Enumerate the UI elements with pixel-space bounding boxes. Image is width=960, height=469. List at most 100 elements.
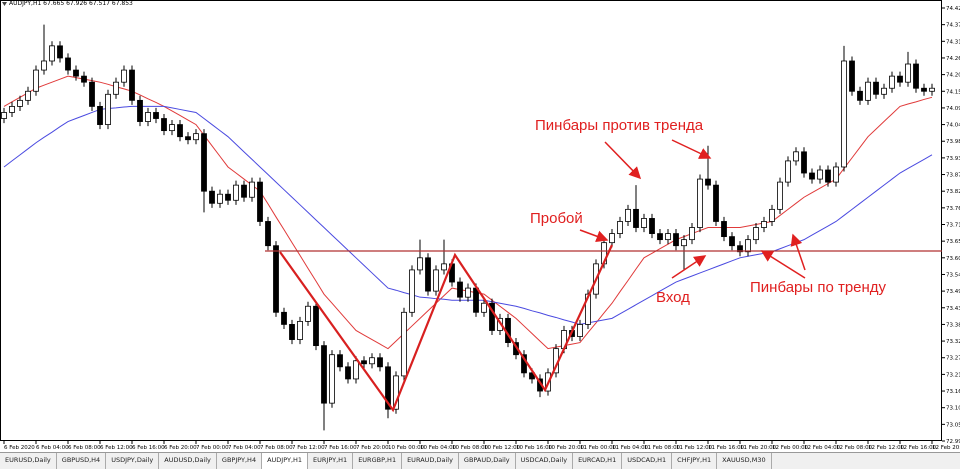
candle-body [785, 160, 791, 183]
x-tick-label: 12 Feb 04:00 [804, 445, 841, 451]
candle-body [313, 305, 319, 347]
candle-body [257, 181, 263, 222]
y-tick-label: 74.150 [946, 89, 960, 95]
candle-body [833, 166, 839, 183]
x-tick-label: 11 Feb 16:00 [708, 445, 745, 451]
symbol-tab[interactable]: AUDUSD,Daily [159, 453, 217, 469]
symbol-icon [2, 2, 7, 6]
x-tick-label: 11 Feb 00:00 [580, 445, 617, 451]
chart-title: AUDJPY,H1 67.665 67.926 67.517 67.853 [9, 0, 133, 7]
symbol-tab[interactable]: GBPAUD,Daily [459, 453, 516, 469]
candle-body [305, 305, 311, 322]
candle-body [193, 133, 199, 141]
candle-body [121, 69, 127, 83]
symbol-tab[interactable]: EURUSD,Daily [0, 453, 57, 469]
x-tick-label: 10 Feb 00:00 [388, 445, 425, 451]
x-tick-label: 12 Feb 00:00 [772, 445, 809, 451]
candle-body [649, 218, 655, 234]
drawings: Пинбары против тренда Пробой Вход Пинбар… [265, 117, 942, 413]
arrow [579, 229, 609, 242]
candle-body [225, 193, 231, 201]
symbol-tabs: EURUSD,Daily GBPUSD,H4 USDJPY,Daily AUDUSD,… [0, 452, 960, 469]
candle-body [577, 324, 583, 337]
candle-body [217, 193, 223, 204]
candle-body [89, 81, 95, 107]
candle-body [369, 357, 375, 365]
candle-body [489, 302, 495, 331]
x-tick-label: 6 Feb 2020 [4, 445, 35, 451]
candle-body [721, 221, 727, 238]
x-tick-label: 11 Feb 12:00 [676, 445, 713, 451]
y-tick-label: 73.930 [946, 156, 960, 162]
symbol-tab[interactable]: GBPUSD,H4 [57, 453, 107, 469]
x-tick-label: 12 Feb 20:00 [932, 445, 960, 451]
y-tick-label: 74.205 [946, 73, 960, 79]
candle-body [465, 287, 471, 298]
y-tick-label: 73.270 [946, 356, 960, 362]
symbol-tab[interactable]: EURGBP,H1 [353, 453, 403, 469]
y-tick-label: 74.370 [946, 23, 960, 29]
candle-body [57, 45, 63, 59]
candle-body [249, 181, 255, 198]
x-tick-label: 7 Feb 00:00 [196, 445, 229, 451]
candle-body [897, 75, 903, 83]
candle-body [609, 233, 615, 244]
candle-body [793, 151, 799, 162]
x-tick-label: 7 Feb 16:00 [324, 445, 357, 451]
candle-body [729, 236, 735, 247]
x-tick-label: 7 Feb 12:00 [292, 445, 325, 451]
candle-body [353, 360, 359, 380]
symbol-tab[interactable]: EURCAD,H1 [573, 453, 623, 469]
symbol-tab[interactable]: GBPJPY,H4 [217, 453, 263, 469]
symbol-tab[interactable]: USDCAD,H1 [622, 453, 673, 469]
candle-body [105, 93, 111, 125]
y-tick-label: 74.040 [946, 123, 960, 129]
candle-body [97, 106, 103, 125]
candle-body [409, 269, 415, 313]
y-tick-label: 73.820 [946, 189, 960, 195]
candle-body [209, 190, 215, 204]
symbol-tab[interactable]: USDCAD,Daily [516, 453, 574, 469]
candle-body [81, 75, 87, 83]
x-tick-label: 6 Feb 20:00 [164, 445, 197, 451]
candle-body [385, 366, 391, 410]
y-tick-label: 73.325 [946, 339, 960, 345]
symbol-tab[interactable]: AUDJPY,H1 [262, 453, 309, 469]
candle-body [809, 172, 815, 180]
candle-body [697, 178, 703, 228]
symbol-tab[interactable]: USDJPY,Daily [106, 453, 160, 469]
y-tick-label: 73.435 [946, 306, 960, 312]
y-tick-label: 73.655 [946, 239, 960, 245]
x-tick-label: 7 Feb 08:00 [260, 445, 293, 451]
candle-body [825, 169, 831, 183]
arrow [671, 255, 707, 279]
candle-body [153, 112, 159, 119]
candle-body [145, 112, 151, 122]
candle-body [177, 124, 183, 138]
candle-body [113, 81, 119, 95]
candle-body [913, 63, 919, 89]
symbol-tab[interactable]: EURJPY,H1 [308, 453, 354, 469]
candle-body [457, 281, 463, 298]
symbol-tab[interactable]: CHFJPY,H1 [672, 453, 718, 469]
candle-body [361, 360, 367, 365]
candle-body [65, 57, 71, 71]
candle-body [441, 263, 447, 271]
candle-body [745, 239, 751, 253]
y-tick-label: 73.215 [946, 372, 960, 378]
candle-body [705, 178, 711, 186]
candle-body [273, 245, 279, 313]
candle-body [625, 208, 631, 222]
candle-body [33, 69, 39, 92]
y-tick-label: 73.765 [946, 206, 960, 212]
candle-body [9, 106, 15, 113]
pattern-line [279, 244, 613, 413]
symbol-tab[interactable]: XAUUSD,M30 [717, 453, 772, 469]
arrow [671, 139, 712, 159]
arrow [760, 250, 806, 279]
x-tick-label: 12 Feb 08:00 [836, 445, 873, 451]
candle-body [129, 69, 135, 101]
candle-body [865, 81, 871, 101]
y-tick-label: 74.260 [946, 56, 960, 62]
symbol-tab[interactable]: EURAUD,Daily [402, 453, 459, 469]
